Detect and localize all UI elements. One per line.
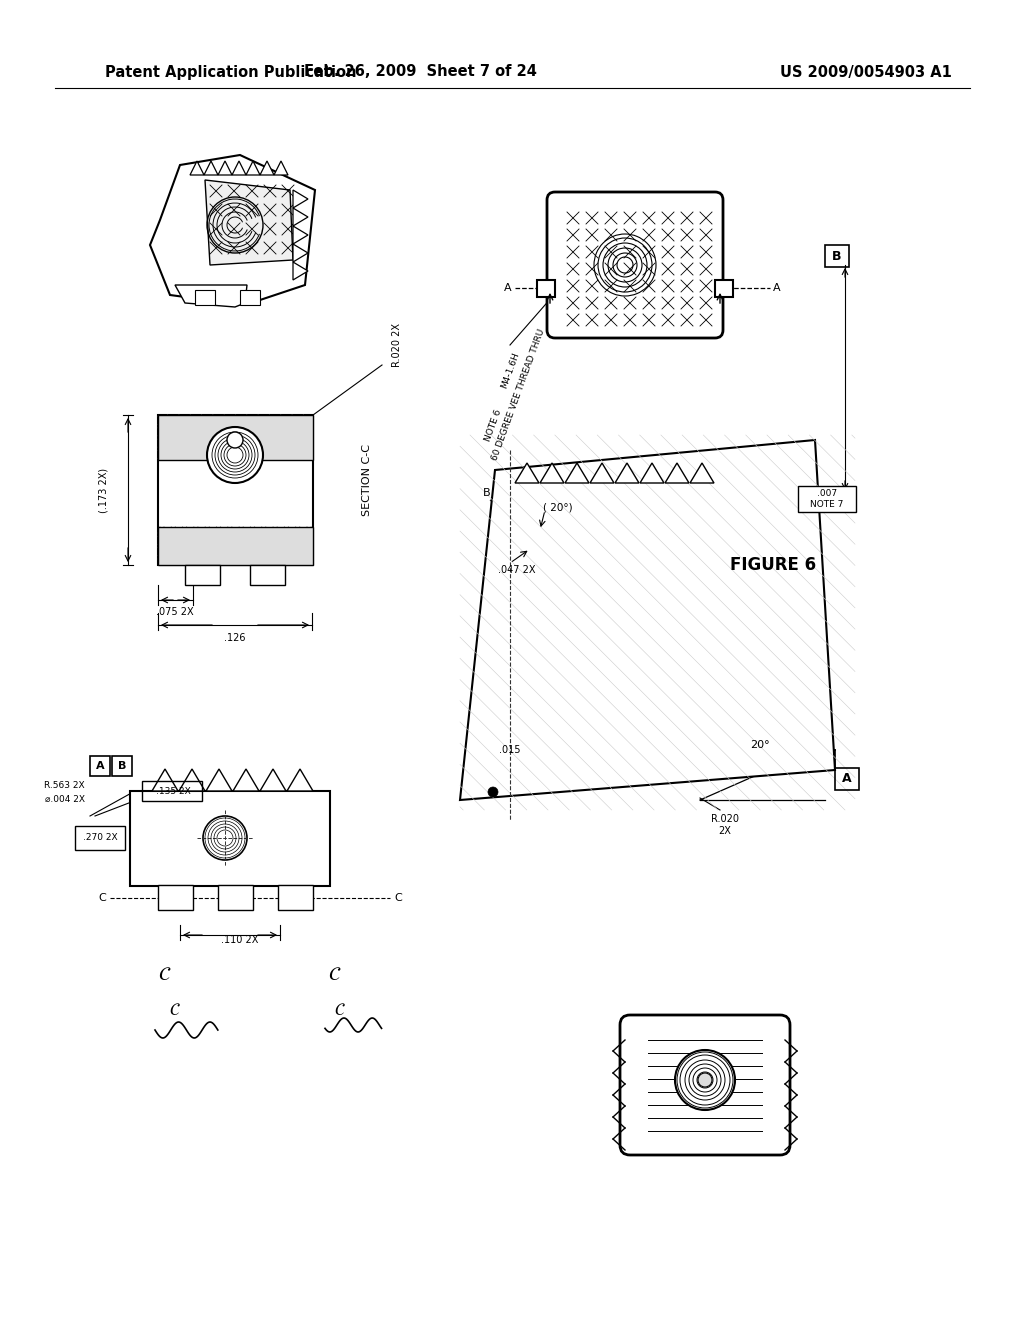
Text: $\mathcal{C}$: $\mathcal{C}$ <box>169 1001 181 1019</box>
Bar <box>278 884 313 909</box>
Bar <box>75 826 125 850</box>
Polygon shape <box>715 280 733 297</box>
Text: A: A <box>842 772 852 785</box>
Circle shape <box>207 426 263 483</box>
Polygon shape <box>274 161 288 176</box>
Bar <box>130 791 330 886</box>
Polygon shape <box>565 463 589 483</box>
Text: .047 2X: .047 2X <box>498 565 536 576</box>
Text: 60 DEGREE VEE THREAD THRU: 60 DEGREE VEE THREAD THRU <box>490 329 546 462</box>
Text: NOTE 6: NOTE 6 <box>483 408 503 442</box>
Polygon shape <box>460 440 835 800</box>
Text: US 2009/0054903 A1: US 2009/0054903 A1 <box>780 65 952 79</box>
Polygon shape <box>287 770 313 791</box>
Text: .270 2X: .270 2X <box>83 833 118 842</box>
Text: R.563 2X: R.563 2X <box>44 781 85 791</box>
Bar <box>825 246 849 267</box>
Bar <box>158 414 313 459</box>
Text: $\mathcal{C}$: $\mathcal{C}$ <box>159 965 172 985</box>
Polygon shape <box>590 463 614 483</box>
Bar <box>158 884 193 909</box>
Circle shape <box>675 1049 735 1110</box>
Text: A: A <box>504 282 512 293</box>
Polygon shape <box>246 161 260 176</box>
Text: SECTION C-C: SECTION C-C <box>362 444 372 516</box>
Polygon shape <box>204 161 218 176</box>
Text: R.020 2X: R.020 2X <box>392 323 402 367</box>
Bar <box>90 756 110 776</box>
Text: .126: .126 <box>224 634 246 643</box>
Bar <box>158 527 313 565</box>
Bar <box>185 565 220 585</box>
Polygon shape <box>515 463 539 483</box>
Polygon shape <box>260 161 274 176</box>
Bar <box>218 884 253 909</box>
FancyBboxPatch shape <box>547 191 723 338</box>
Polygon shape <box>218 161 232 176</box>
Text: 20°: 20° <box>751 741 770 750</box>
Polygon shape <box>537 280 555 297</box>
Text: .110 2X: .110 2X <box>221 935 259 945</box>
Polygon shape <box>293 209 308 226</box>
Polygon shape <box>152 770 178 791</box>
Polygon shape <box>232 161 246 176</box>
Text: B: B <box>483 488 490 498</box>
Polygon shape <box>175 285 247 308</box>
Bar <box>798 486 856 512</box>
Text: C: C <box>98 894 105 903</box>
Text: M4-1.6H: M4-1.6H <box>500 351 521 389</box>
Polygon shape <box>260 770 286 791</box>
Text: (.173 2X): (.173 2X) <box>98 467 108 512</box>
Text: Feb. 26, 2009  Sheet 7 of 24: Feb. 26, 2009 Sheet 7 of 24 <box>303 65 537 79</box>
Text: .007
NOTE 7: .007 NOTE 7 <box>810 490 844 508</box>
Text: ⌀.004 2X: ⌀.004 2X <box>45 795 85 804</box>
Bar <box>112 756 132 776</box>
Circle shape <box>488 787 498 797</box>
Circle shape <box>203 816 247 861</box>
Text: A: A <box>773 282 781 293</box>
Text: FIGURE 6: FIGURE 6 <box>730 556 816 574</box>
Polygon shape <box>206 770 232 791</box>
Polygon shape <box>293 261 308 280</box>
Polygon shape <box>179 770 205 791</box>
Polygon shape <box>293 190 308 209</box>
Text: B: B <box>118 762 126 771</box>
Text: A: A <box>95 762 104 771</box>
Polygon shape <box>640 463 664 483</box>
Text: .075 2X: .075 2X <box>157 607 194 616</box>
Circle shape <box>698 1073 712 1086</box>
Text: B: B <box>833 249 842 263</box>
FancyBboxPatch shape <box>620 1015 790 1155</box>
Polygon shape <box>665 463 689 483</box>
Bar <box>240 290 260 305</box>
Text: ( 20°): ( 20°) <box>543 502 572 512</box>
Polygon shape <box>615 463 639 483</box>
Polygon shape <box>293 244 308 261</box>
Bar <box>835 768 859 789</box>
Text: $\mathcal{C}$: $\mathcal{C}$ <box>334 1001 346 1019</box>
Text: .015: .015 <box>499 744 520 755</box>
Polygon shape <box>540 463 564 483</box>
Text: R.020
2X: R.020 2X <box>711 814 739 836</box>
Bar <box>142 781 202 801</box>
Polygon shape <box>150 154 315 305</box>
Text: C: C <box>394 894 401 903</box>
Polygon shape <box>190 161 204 176</box>
Polygon shape <box>233 770 259 791</box>
Polygon shape <box>205 180 293 265</box>
Text: Patent Application Publication: Patent Application Publication <box>105 65 356 79</box>
Bar <box>250 565 285 585</box>
Text: $\mathcal{C}$: $\mathcal{C}$ <box>329 965 342 985</box>
Text: .135 2X: .135 2X <box>156 787 190 796</box>
Bar <box>158 414 313 565</box>
Circle shape <box>227 432 243 447</box>
Polygon shape <box>690 463 714 483</box>
Bar <box>195 290 215 305</box>
Polygon shape <box>293 226 308 244</box>
